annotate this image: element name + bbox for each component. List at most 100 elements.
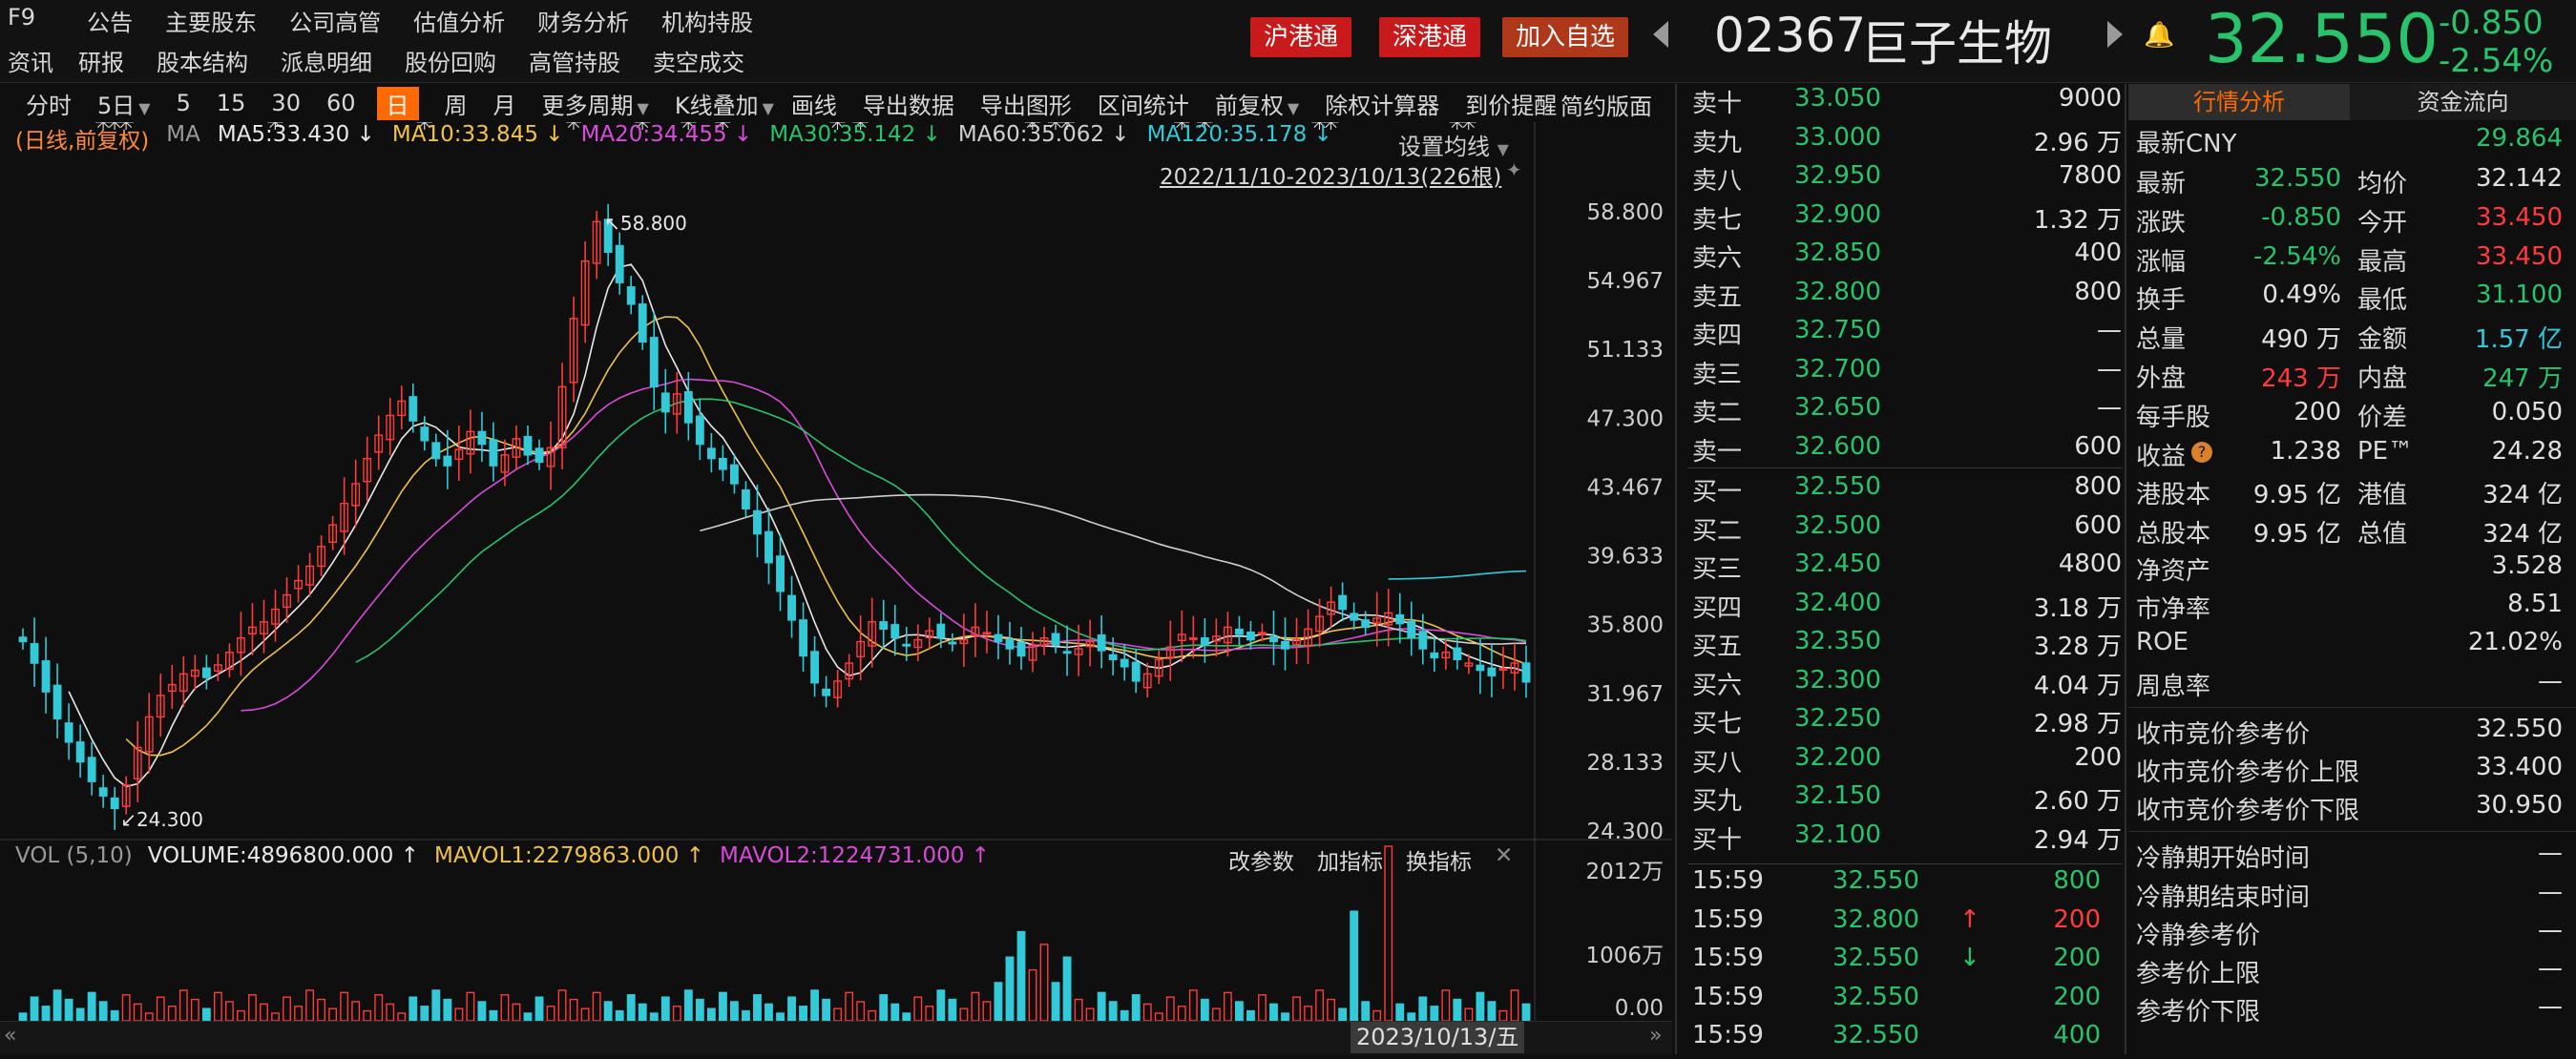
quote-label: 换手 — [2136, 286, 2187, 316]
tb-month[interactable]: 月 — [492, 92, 516, 119]
candle-body — [845, 662, 854, 680]
add-indicator-button[interactable]: 加指标 — [1317, 850, 1383, 875]
candle-body — [87, 757, 96, 782]
tb-forward-adjust[interactable]: 前复权 ▼ — [1214, 92, 1300, 119]
candle-body — [810, 651, 820, 684]
candle-body — [1165, 646, 1175, 658]
nav-valuation[interactable]: 估值分析 — [413, 10, 506, 36]
nav-major-holders[interactable]: 主要股东 — [165, 10, 258, 36]
volume-bar — [1051, 982, 1060, 1022]
tab-market-analysis[interactable]: 行情分析 — [2128, 84, 2350, 120]
candle-body — [260, 621, 268, 634]
prev-stock-icon[interactable] — [1653, 21, 1668, 48]
volume-bar — [890, 1003, 900, 1022]
switch-indicator-button[interactable]: 换指标 — [1406, 850, 1472, 875]
volume-bar — [1120, 1009, 1129, 1022]
price-tick-label: 58.800 — [1587, 200, 1664, 225]
tb-5min[interactable]: 5 — [176, 90, 191, 116]
stock-name: 巨子生物 — [1861, 16, 2052, 72]
tb-kline-overlay[interactable]: K线叠加 ▼ — [674, 92, 774, 119]
tb-price-alert[interactable]: 到价提醒 — [1465, 92, 1558, 119]
tb-week[interactable]: 周 — [444, 92, 468, 119]
nav-executives[interactable]: 公司高管 — [289, 10, 382, 36]
tb-draw-line[interactable]: 画线 — [790, 92, 837, 119]
nav-dividends[interactable]: 派息明细 — [281, 50, 372, 76]
volume-bar — [1476, 991, 1485, 1022]
quote-value: 31.100 — [2476, 280, 2563, 310]
tab-capital-flow[interactable]: 资金流向 — [2350, 84, 2576, 120]
price-tick-label: 47.300 — [1587, 406, 1664, 431]
chart-toolbar: 分时 5日 ▼ 5 15 30 60 日 周 月 更多周期 ▼ K线叠加 ▼ 画线 导… — [0, 84, 1675, 122]
nav-share-structure[interactable]: 股本结构 — [157, 50, 248, 76]
nav-f9[interactable]: F9 — [8, 4, 36, 31]
volume-bar — [856, 1001, 866, 1022]
tb-range-stats[interactable]: 区间统计 — [1097, 92, 1189, 119]
next-stock-icon[interactable] — [2107, 21, 2123, 48]
event-marker-icon: ✳ — [1047, 122, 1064, 135]
help-icon[interactable]: ? — [2191, 441, 2212, 463]
tb-30min[interactable]: 30 — [271, 90, 301, 116]
scroll-right-icon[interactable]: » — [1649, 1024, 1663, 1048]
tb-ex-rights-calc[interactable]: 除权计算器 — [1325, 92, 1440, 119]
nav-announcements[interactable]: 公告 — [87, 10, 134, 36]
quote-label: 价差 — [2357, 403, 2408, 432]
kline-chart[interactable]: ✳✳✳ ✳ ✳ ✳ ✳ ✳ ✳ ✳ ✳ ✳ ✳✳ ✳ ✳ ✳✳ ✳✳ 58.80054.96751.1334… — [0, 122, 1672, 1040]
candle-body — [1016, 641, 1026, 657]
level-label: 买八 — [1692, 748, 1743, 778]
volume-bar — [1361, 1001, 1371, 1022]
bid-row: 买二 32.500 600 — [1687, 511, 2122, 550]
candle-body — [248, 626, 257, 634]
tb-15min[interactable]: 15 — [216, 90, 246, 116]
volume-bar — [110, 1009, 119, 1022]
volume-bar — [178, 989, 188, 1022]
latest-cny-label: 最新CNY — [2136, 130, 2237, 158]
volume-bar — [1200, 998, 1209, 1022]
pin-icon[interactable]: ✦ — [1506, 158, 1522, 181]
scroll-left-icon[interactable]: « — [4, 1024, 17, 1048]
tb-day[interactable]: 日 — [376, 86, 419, 120]
hk-shanghai-connect-button[interactable]: 沪港通 — [1250, 17, 1352, 57]
add-watchlist-button[interactable]: 加入自选 — [1502, 17, 1629, 57]
ma10-line — [125, 316, 1527, 757]
candle-body — [936, 623, 946, 639]
trade-volume: 200 — [2053, 904, 2101, 934]
tb-export-chart[interactable]: 导出图形 — [979, 92, 1072, 119]
volume-bar — [477, 1001, 487, 1022]
nav-short-selling[interactable]: 卖空成交 — [653, 50, 744, 76]
hk-shenzhen-connect-button[interactable]: 深港通 — [1379, 17, 1481, 57]
level-label: 卖一 — [1692, 437, 1743, 467]
candle-body — [683, 390, 693, 424]
nav-institutions[interactable]: 机构持股 — [661, 10, 754, 36]
volume-bar — [971, 991, 980, 1022]
candle-body — [971, 626, 980, 636]
tb-60min[interactable]: 60 — [325, 90, 356, 116]
candle-body — [1223, 626, 1232, 644]
auction-label: 收市竞价参考价下限 — [2136, 797, 2360, 826]
quote-value: 324 亿 — [2482, 520, 2563, 550]
volume-bar — [283, 996, 291, 1022]
nav-financials[interactable]: 财务分析 — [537, 10, 630, 36]
candle-body — [443, 455, 452, 467]
tb-5day[interactable]: 5日 ▼ — [97, 92, 151, 119]
change-params-button[interactable]: 改参数 — [1228, 850, 1294, 875]
trade-row: 15:59 32.800 ↑ 200 — [1687, 905, 2122, 944]
tb-intraday[interactable]: 分时 — [26, 92, 72, 119]
quote-value: 247 万 — [2482, 364, 2563, 393]
tb-export-data[interactable]: 导出数据 — [862, 92, 954, 119]
nav-buyback[interactable]: 股份回购 — [405, 50, 496, 76]
ma-settings-button[interactable]: 设置均线 ▼ — [1398, 134, 1509, 160]
nav-exec-holdings[interactable]: 高管持股 — [529, 50, 620, 76]
close-icon[interactable]: ✕ — [1495, 843, 1514, 868]
bell-icon[interactable]: 🔔 — [2144, 21, 2175, 50]
quote-value: 32.550 — [2254, 164, 2341, 193]
candle-body — [833, 680, 843, 698]
level-volume: 1.32 万 — [2033, 205, 2122, 235]
candle-body — [982, 632, 992, 635]
nav-research[interactable]: 研报 — [78, 50, 124, 76]
simple-layout-button[interactable]: 简约版面 — [1560, 93, 1652, 120]
quote-row: 港股本 9.95 亿港值 324 亿 — [2136, 475, 2570, 513]
nav-news[interactable]: 资讯 — [8, 50, 53, 76]
tb-more-periods[interactable]: 更多周期 ▼ — [541, 92, 649, 119]
high-annotation: ↖58.800 — [604, 212, 687, 235]
level-price: 32.300 — [1794, 665, 1881, 695]
